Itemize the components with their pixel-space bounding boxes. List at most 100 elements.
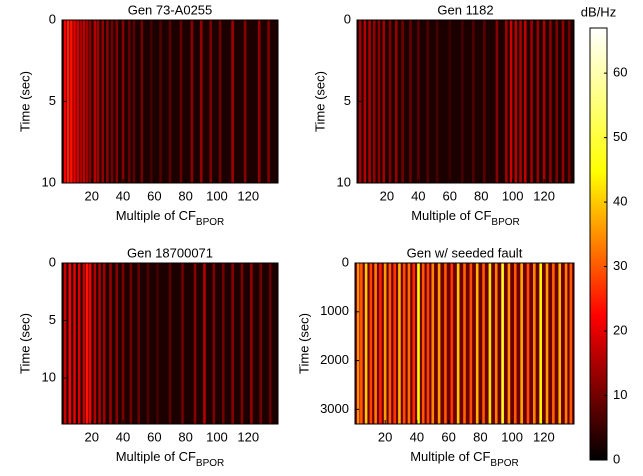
x-tick-label: 100 — [206, 429, 228, 444]
y-axis-label: Time (sec) — [17, 71, 32, 132]
stripe — [567, 20, 571, 183]
stripe — [417, 263, 420, 424]
x-tick-label: 40 — [116, 188, 130, 203]
stripe — [137, 263, 140, 424]
stripe — [450, 263, 454, 424]
stripe — [505, 20, 508, 183]
stripe — [77, 263, 81, 424]
stripe — [231, 263, 234, 424]
stripe — [93, 20, 97, 183]
x-tick-label: 20 — [380, 188, 394, 203]
colorbar-tick-label: 10 — [613, 387, 627, 402]
stripe — [364, 263, 368, 424]
y-tick-label: 3000 — [320, 401, 349, 416]
stripe — [121, 20, 125, 183]
colorbar-tick-label: 30 — [613, 258, 627, 273]
stripe — [85, 263, 89, 424]
stripe — [555, 20, 559, 183]
stripe — [193, 263, 197, 424]
x-axis-label-text: Multiple of CF — [411, 208, 491, 223]
colorbar-tick-label: 40 — [613, 194, 627, 209]
stripe — [356, 263, 360, 424]
stripe — [402, 263, 406, 424]
stripe — [73, 20, 76, 183]
stripe — [70, 20, 73, 183]
stripe — [82, 263, 86, 424]
x-tick-label: 60 — [147, 429, 161, 444]
x-tick-label: 80 — [473, 429, 487, 444]
stripe — [93, 263, 97, 424]
stripe — [159, 20, 162, 183]
stripe — [448, 20, 452, 183]
stripe — [121, 263, 125, 424]
stripe — [561, 20, 565, 183]
stripe — [523, 20, 527, 183]
stripe — [363, 20, 367, 183]
subplot-title: Gen 1182 — [437, 2, 493, 17]
stripe — [401, 20, 404, 183]
stripe — [426, 20, 430, 183]
x-axis-label-text: Multiple of CF — [116, 208, 196, 223]
stripe — [79, 20, 83, 183]
x-tick-label: 100 — [206, 188, 228, 203]
stripe — [421, 263, 425, 424]
x-tick-label: 120 — [237, 429, 259, 444]
stripe — [507, 263, 511, 424]
stripe — [149, 20, 153, 183]
stripe — [509, 20, 513, 183]
x-tick-label: 60 — [441, 429, 455, 444]
stripe — [513, 263, 517, 424]
x-tick-label: 120 — [533, 188, 555, 203]
y-axis-label: Time (sec) — [17, 313, 32, 374]
x-tick-label: 40 — [116, 429, 130, 444]
stripe — [520, 263, 523, 424]
x-tick-label: 20 — [85, 429, 99, 444]
stripe — [564, 263, 568, 424]
stripe — [68, 263, 72, 424]
stripe — [545, 263, 549, 424]
x-tick-label: 40 — [410, 429, 424, 444]
stripe — [461, 20, 464, 183]
stripe — [128, 20, 131, 183]
stripe — [412, 263, 416, 424]
x-tick-label: 80 — [178, 188, 192, 203]
x-tick-label: 80 — [474, 188, 488, 203]
stripe — [156, 263, 159, 424]
colorbar-tick-label: 0 — [613, 451, 620, 466]
stripe — [240, 263, 244, 424]
stripe — [82, 20, 86, 183]
y-tick-label: 2000 — [320, 352, 349, 367]
stripe — [501, 263, 504, 424]
stripe — [109, 263, 112, 424]
x-tick-label: 120 — [237, 188, 259, 203]
stripe — [495, 20, 499, 183]
stripe — [382, 20, 386, 183]
colorbar-tick-label: 60 — [613, 65, 627, 80]
stripe — [369, 263, 373, 424]
x-axis-label: Multiple of CFBPOR — [116, 449, 225, 468]
y-tick-label: 5 — [49, 312, 56, 327]
stripe — [519, 20, 522, 183]
stripe — [268, 263, 272, 424]
stripe — [372, 20, 376, 183]
y-tick-label: 5 — [344, 93, 351, 108]
y-axis-label: Time (sec) — [312, 71, 327, 132]
y-tick-label: 0 — [344, 11, 351, 26]
x-tick-label: 100 — [502, 188, 524, 203]
y-tick-label: 0 — [49, 11, 56, 26]
y-tick-label: 0 — [342, 254, 349, 269]
stripe — [463, 263, 466, 424]
x-tick-label: 100 — [501, 429, 523, 444]
stripe — [101, 20, 104, 183]
stripe — [257, 20, 261, 183]
stripe — [115, 20, 119, 183]
stripe — [243, 20, 247, 183]
stripe — [129, 263, 133, 424]
stripe — [526, 263, 530, 424]
stripe — [558, 263, 562, 424]
stripe — [179, 20, 183, 183]
x-tick-label: 120 — [533, 429, 555, 444]
subplot-title: Gen 73-A0255 — [128, 2, 213, 17]
axes-frame — [61, 262, 279, 425]
stripe — [102, 263, 106, 424]
